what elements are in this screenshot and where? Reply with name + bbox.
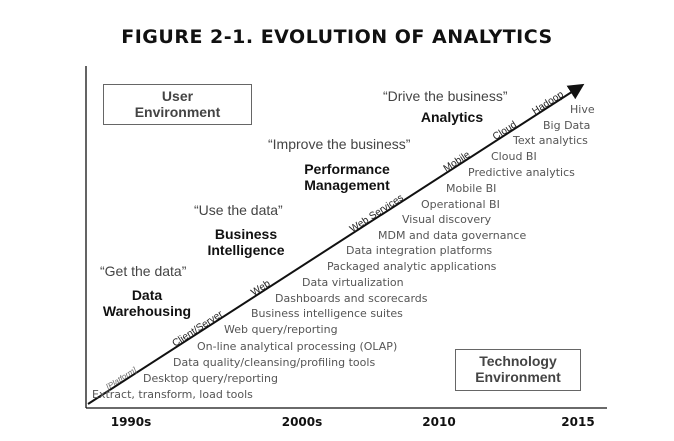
technology-item: Text analytics — [512, 134, 588, 147]
diagram-frame — [85, 66, 607, 409]
timeline-label: 2010 — [422, 415, 455, 429]
technology-item: On-line analytical processing (OLAP) — [197, 340, 397, 353]
user-environment-line2: Environment — [134, 104, 221, 120]
technology-item: Visual discovery — [402, 213, 492, 226]
technology-item: Packaged analytic applications — [327, 260, 497, 273]
era-heading: Performance — [304, 161, 390, 177]
technology-item: Business intelligence suites — [251, 307, 403, 320]
platform-label: Web — [249, 278, 272, 299]
era-heading: Data — [132, 287, 163, 303]
era-quote: “Get the data” — [100, 263, 187, 279]
technology-item: Hive — [570, 103, 595, 116]
era-quote: “Improve the business” — [268, 136, 411, 152]
technology-item: Dashboards and scorecards — [275, 292, 428, 305]
technology-item: MDM and data governance — [378, 229, 526, 242]
technology-item: Extract, transform, load tools — [92, 388, 253, 401]
growth-arrow-line — [87, 83, 585, 405]
timeline-label: 2000s — [282, 415, 323, 429]
technology-item: Data virtualization — [302, 276, 404, 289]
technology-item: Data integration platforms — [346, 244, 492, 257]
technology-item: Data quality/cleansing/profiling tools — [173, 356, 375, 369]
era-heading: Analytics — [421, 109, 483, 125]
figure-title: FIGURE 2-1. EVOLUTION OF ANALYTICS — [121, 26, 553, 48]
technology-environment-box: Technology Environment — [455, 349, 581, 391]
user-environment-box: User Environment — [103, 84, 252, 125]
technology-item: Predictive analytics — [468, 166, 575, 179]
user-environment-line1: User — [161, 88, 194, 104]
technology-item: Operational BI — [421, 198, 500, 211]
era-heading: Management — [304, 177, 390, 193]
era-heading: Intelligence — [207, 242, 284, 258]
technology-item: Desktop query/reporting — [143, 372, 278, 385]
timeline-label: 1990s — [111, 415, 152, 429]
technology-labels: Extract, transform, load tools Desktop qu… — [92, 103, 595, 401]
technology-item: Web query/reporting — [224, 323, 338, 336]
technology-environment-line2: Environment — [475, 369, 561, 385]
technology-item: Cloud BI — [491, 150, 537, 163]
era-quote: “Drive the business” — [383, 88, 508, 104]
platform-label: Hadoop — [530, 89, 566, 117]
timeline-labels: 1990s 2000s 2010 2015 — [111, 415, 595, 429]
era-heading: Business — [215, 226, 277, 242]
era-heading: Warehousing — [103, 303, 191, 319]
era-quote: “Use the data” — [194, 202, 283, 218]
technology-environment-line1: Technology — [479, 353, 557, 369]
technology-item: Mobile BI — [446, 182, 496, 195]
timeline-label: 2015 — [561, 415, 594, 429]
growth-arrow — [87, 83, 585, 405]
technology-item: Big Data — [543, 119, 590, 132]
